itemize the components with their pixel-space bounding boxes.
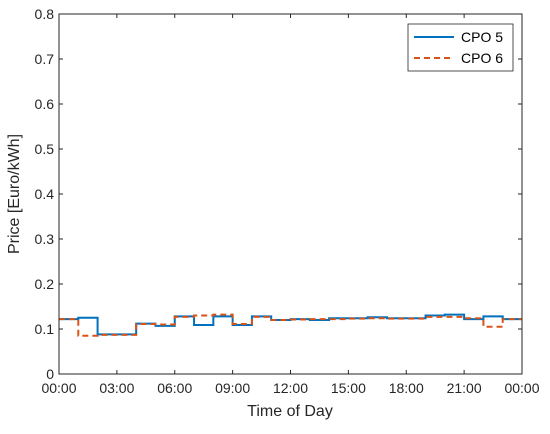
x-tick-label: 00:00 bbox=[41, 380, 76, 396]
x-tick-label: 03:00 bbox=[99, 380, 134, 396]
x-tick-label: 09:00 bbox=[215, 380, 250, 396]
x-tick-label: 06:00 bbox=[157, 380, 192, 396]
legend-box bbox=[407, 23, 514, 72]
legend-label-cpo-6: CPO 6 bbox=[461, 50, 503, 66]
x-tick-label: 21:00 bbox=[447, 380, 482, 396]
series-layer bbox=[59, 313, 522, 337]
y-tick-label: 0.2 bbox=[35, 276, 55, 292]
y-tick-label: 0.7 bbox=[35, 51, 55, 67]
y-tick-label: 0.8 bbox=[35, 6, 55, 22]
y-tick-label: 0.6 bbox=[35, 96, 55, 112]
series-line-cpo-6 bbox=[59, 313, 522, 337]
legend: CPO 5 CPO 6 bbox=[407, 23, 514, 72]
x-tick-label: 12:00 bbox=[273, 380, 308, 396]
y-axis-ticks: 0 0.1 0.2 0.3 0.4 0.5 0.6 0.7 0.8 bbox=[35, 6, 522, 382]
y-tick-label: 0 bbox=[46, 366, 54, 382]
x-axis-ticks: 00:00 03:00 06:00 09:00 12:00 15:00 18:00 21:00… bbox=[41, 14, 540, 396]
y-tick-label: 0.3 bbox=[35, 231, 55, 247]
y-axis-title: Price [Euro/kWh] bbox=[6, 134, 23, 254]
plot-frame bbox=[58, 13, 523, 375]
y-tick-label: 0.4 bbox=[35, 186, 55, 202]
y-tick-label: 0.1 bbox=[35, 321, 55, 337]
x-tick-label: 15:00 bbox=[331, 380, 366, 396]
x-tick-label: 18:00 bbox=[389, 380, 424, 396]
x-axis-title: Time of Day bbox=[247, 403, 333, 420]
y-tick-label: 0.5 bbox=[35, 141, 55, 157]
legend-label-cpo-5: CPO 5 bbox=[461, 29, 503, 45]
x-tick-label: 00:00 bbox=[504, 380, 539, 396]
